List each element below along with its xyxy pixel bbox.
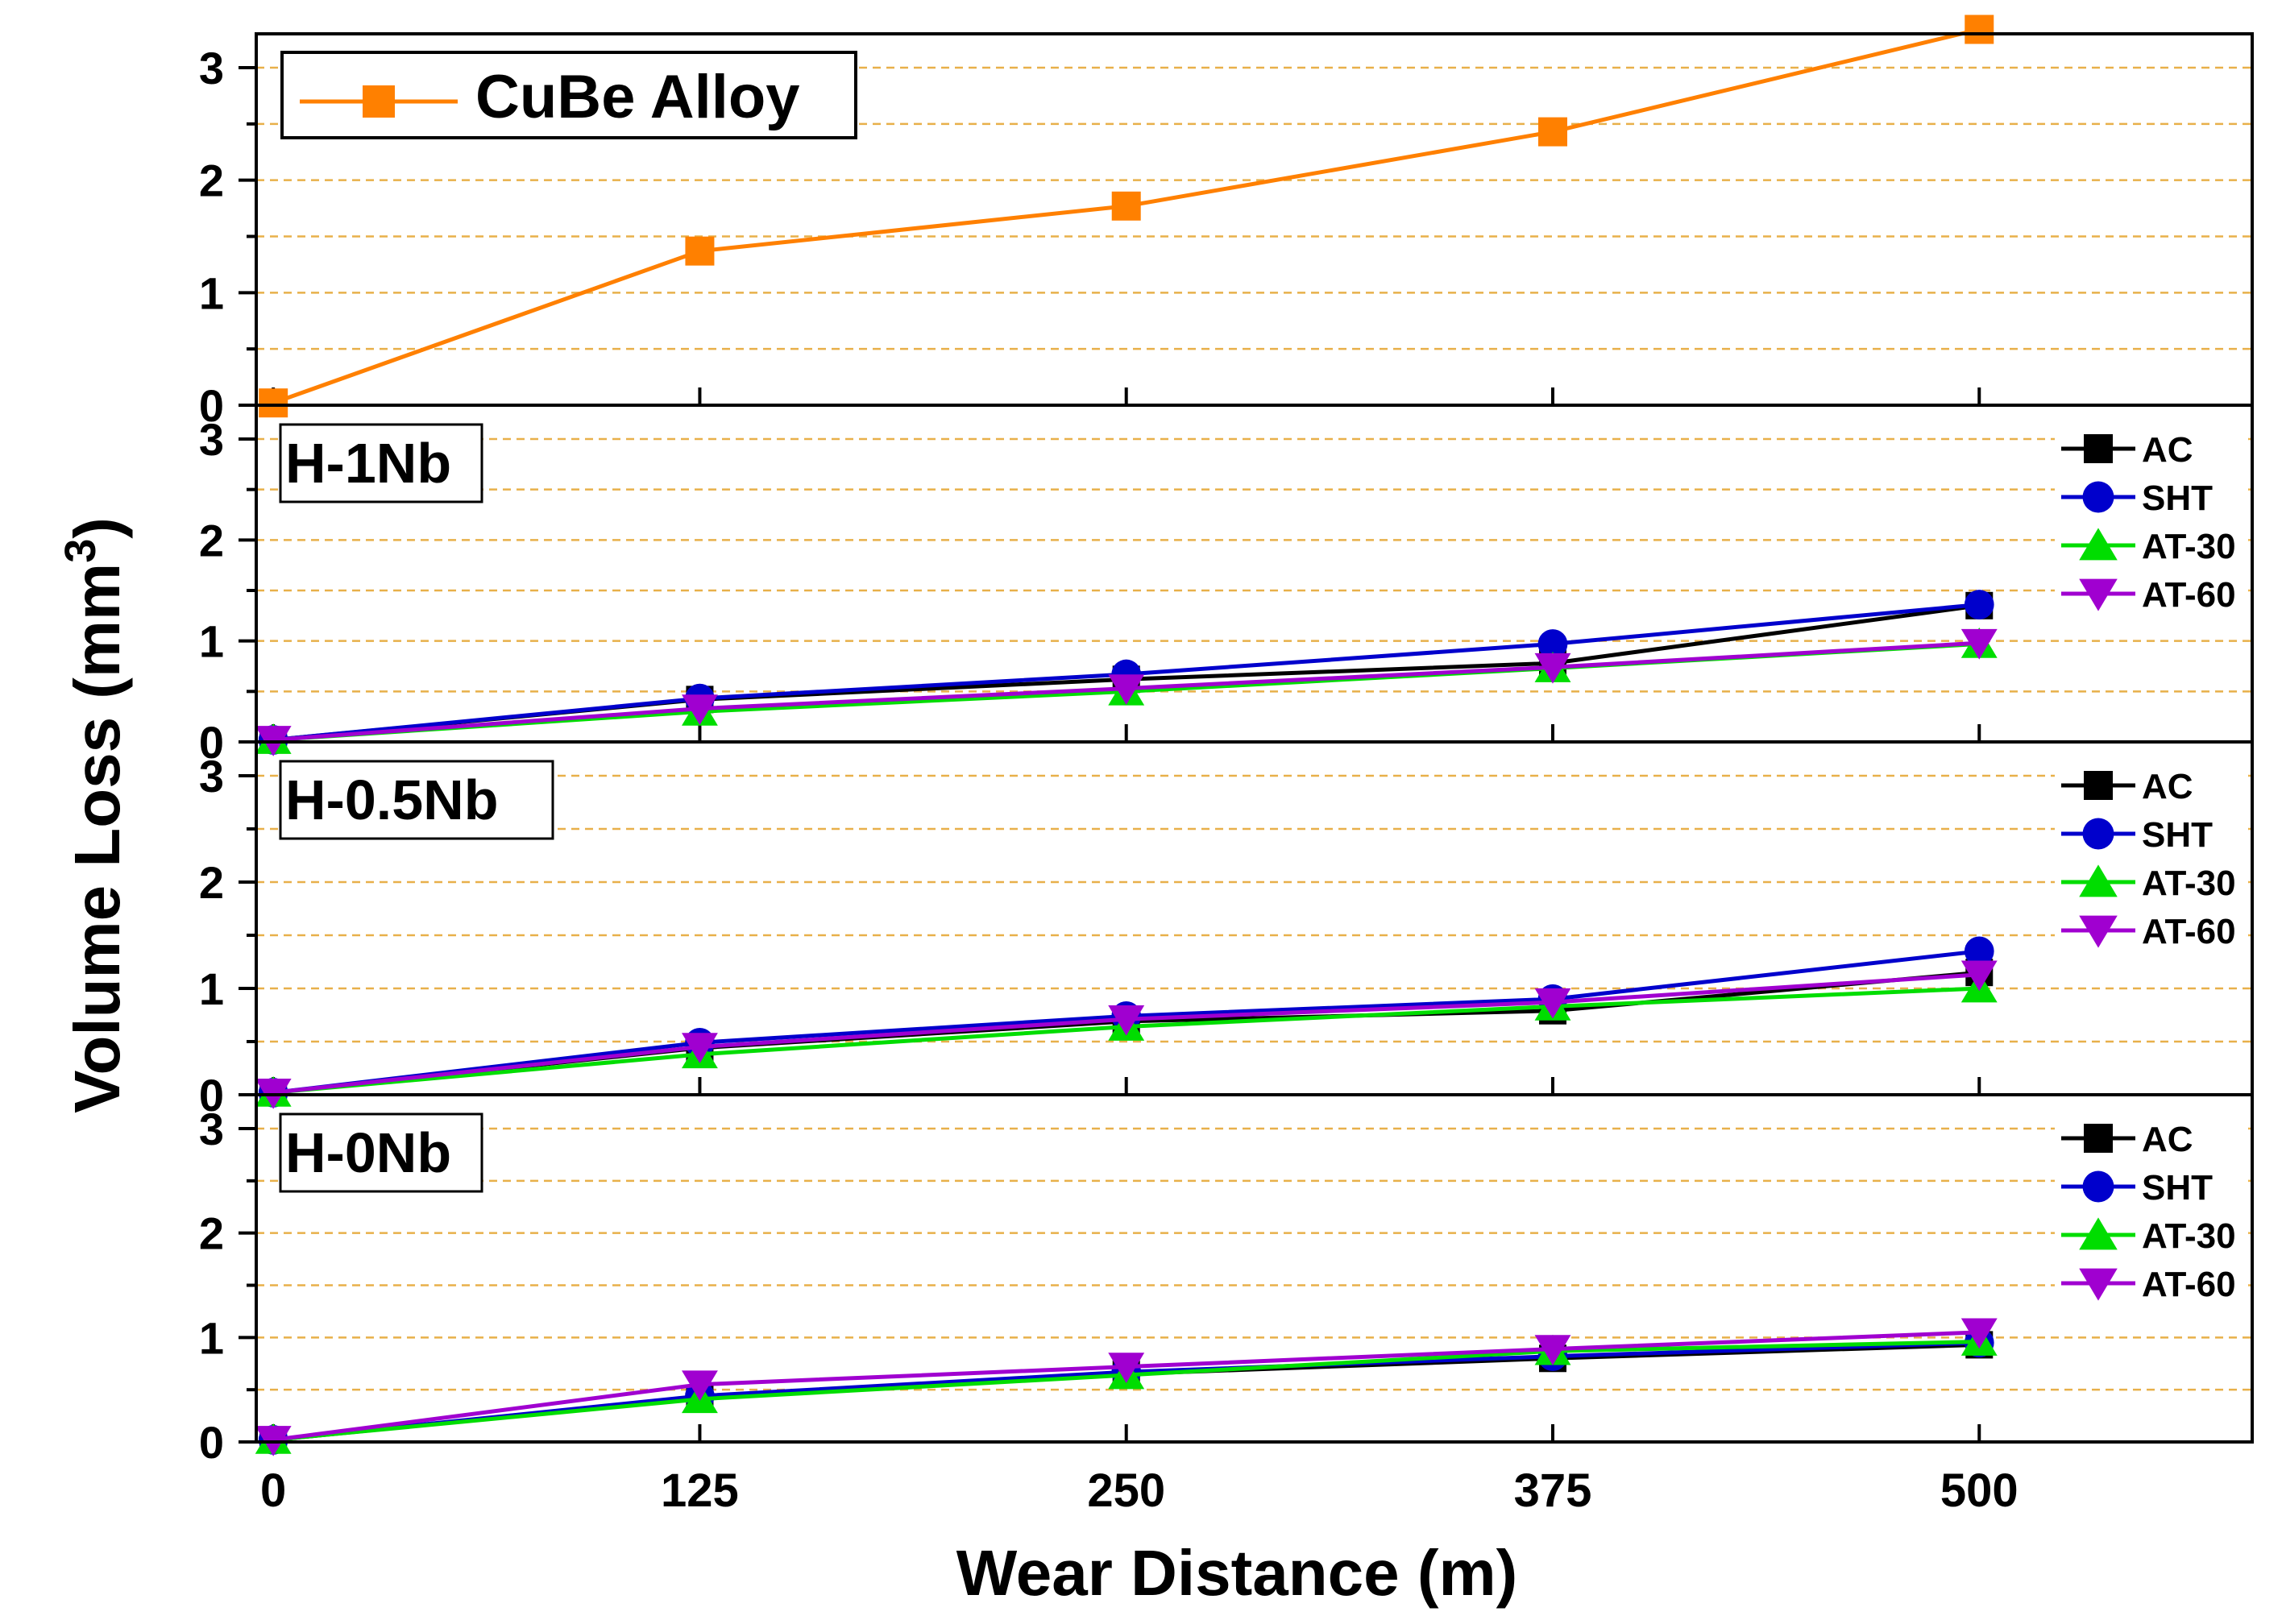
panel-label-box (279, 1112, 483, 1193)
legend-label: AT-30 (2142, 527, 2236, 566)
x-tick-label: 125 (661, 1464, 739, 1517)
legend-marker (2079, 528, 2118, 561)
legend-marker (2084, 1124, 2113, 1153)
panel-h-0nb: 0 1 2 3 H-0Nb AC SHT AT-30 AT-60 0 125 250 375 500 (199, 1093, 2254, 1517)
data-point (259, 388, 288, 418)
y-tick-label: 0 (199, 380, 224, 431)
y-tick-label: 2 (199, 1208, 224, 1259)
legend-marker (363, 85, 395, 118)
legend-label: SHT (2142, 815, 2213, 855)
data-point (682, 1370, 718, 1402)
legend-label: AC (2142, 767, 2193, 806)
legend-label: AT-60 (2142, 575, 2236, 615)
legend-label: AT-30 (2142, 1216, 2236, 1256)
panel-label-box (279, 760, 554, 840)
data-point (1108, 1005, 1145, 1036)
y-axis-label-close: ) (61, 517, 133, 539)
legend: AC SHT AT-30 AT-60 (2055, 1114, 2248, 1314)
series-at-60 (255, 628, 1998, 756)
legend-label: AC (2142, 430, 2193, 470)
data-point (1108, 1353, 1145, 1384)
legend-marker (2082, 481, 2114, 513)
data-point (1960, 1318, 1998, 1349)
y-axis-label-superscript: 3 (56, 539, 105, 563)
x-tick-label: 375 (1514, 1464, 1592, 1517)
panel-label: H-0.5Nb (285, 768, 498, 831)
data-point (1534, 652, 1571, 684)
y-tick-label: 0 (199, 1417, 224, 1468)
y-tick-label: 3 (199, 751, 224, 802)
y-tick-label: 2 (199, 857, 224, 908)
legend-label: SHT (2142, 1168, 2213, 1208)
legend: CuBe Alloy (280, 51, 857, 139)
legend-marker (2082, 1170, 2114, 1203)
data-point (685, 236, 715, 266)
legend: AC SHT AT-30 AT-60 (2055, 425, 2248, 624)
y-tick-label: 3 (199, 43, 224, 93)
y-axis-label-main: Volume Loss (mm (61, 563, 133, 1113)
data-point (1964, 590, 1994, 619)
y-tick-label: 0 (199, 717, 224, 768)
legend-marker (2079, 1268, 2118, 1301)
data-point (1537, 629, 1568, 659)
panel-label: H-0Nb (285, 1121, 451, 1184)
y-tick-label: 1 (199, 1312, 224, 1363)
data-point (1964, 936, 1994, 967)
legend-label: AC (2142, 1120, 2193, 1159)
panel-cube-alloy: 0 1 2 3 CuBe Alloy (199, 14, 2254, 431)
x-tick-label: 250 (1087, 1464, 1165, 1517)
y-tick-label: 0 (199, 1070, 224, 1121)
legend-label: CuBe Alloy (475, 63, 800, 131)
y-tick-label: 3 (199, 414, 224, 465)
data-point (1965, 14, 1994, 44)
legend-marker (2079, 578, 2118, 611)
legend-marker (2084, 434, 2113, 463)
data-point (682, 694, 718, 726)
y-tick-label: 2 (199, 515, 224, 566)
data-point (1537, 117, 1567, 147)
legend-marker (2084, 771, 2113, 800)
legend-label: AT-60 (2142, 1265, 2236, 1304)
y-tick-label: 3 (199, 1104, 224, 1154)
legend-marker (2079, 864, 2118, 897)
legend: AC SHT AT-30 AT-60 (2055, 761, 2248, 961)
legend-marker (2079, 915, 2118, 948)
data-point (682, 1033, 718, 1063)
series-at-60 (255, 960, 1998, 1109)
x-tick-label: 500 (1940, 1464, 2019, 1517)
panel-label: H-1Nb (285, 432, 451, 495)
legend-label: SHT (2142, 478, 2213, 518)
legend-marker (2079, 1217, 2118, 1250)
panel-frame (255, 1093, 2254, 1444)
data-point (1534, 988, 1571, 1019)
y-axis-label: Volume Loss (mm3) (56, 517, 133, 1113)
x-tick-label: 0 (260, 1464, 286, 1517)
panel-label-box (279, 423, 483, 503)
data-point (1534, 1335, 1571, 1365)
legend-marker (2082, 818, 2114, 850)
data-point (1108, 674, 1145, 705)
panel-frame (255, 740, 2254, 1096)
y-tick-label: 2 (199, 155, 224, 206)
y-tick-label: 1 (199, 616, 224, 667)
data-point (1111, 191, 1141, 221)
legend-label: AT-60 (2142, 912, 2236, 951)
panel-h-1nb: 0 1 2 3 H-1Nb AC SHT AT-30 AT-60 (199, 404, 2254, 768)
data-point (1960, 628, 1998, 660)
x-axis-label: Wear Distance (m) (956, 1537, 1518, 1609)
y-tick-label: 1 (199, 963, 224, 1014)
panel-frame (255, 404, 2254, 744)
y-tick-label: 1 (199, 267, 224, 318)
panels: 0 1 2 3 CuBe Alloy 0 1 2 3 H-1Nb AC SHT AT-30 AT-60 0 1… (199, 14, 2254, 1517)
panel-h-0-5nb: 0 1 2 3 H-0.5Nb AC SHT AT-30 AT-60 (199, 740, 2254, 1121)
legend-label: AT-30 (2142, 864, 2236, 903)
series-cube-alloy (259, 14, 1994, 418)
data-point (1960, 960, 1998, 992)
